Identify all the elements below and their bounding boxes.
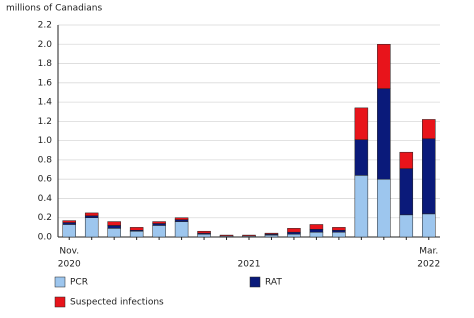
bar-segment — [129, 227, 144, 231]
bar-segment — [399, 168, 414, 216]
x-tick-label: Nov. — [59, 247, 79, 257]
bar-segment — [152, 223, 166, 226]
bar-segment — [332, 231, 346, 238]
bar-segment — [107, 221, 121, 226]
bar-segment — [219, 234, 234, 237]
legend-swatch — [249, 276, 261, 288]
bar-segment — [377, 178, 391, 238]
bar-segment — [287, 228, 301, 233]
bar-segment — [264, 234, 279, 238]
bar-segment — [174, 217, 189, 220]
y-tick-label: 2.0 — [38, 40, 53, 50]
bar-segment — [152, 221, 166, 224]
bar-segment — [84, 217, 99, 238]
bar-segment — [399, 151, 414, 169]
y-tick-label: 0.2 — [38, 213, 52, 223]
bar-segment — [264, 232, 279, 235]
bar-segment — [332, 227, 346, 231]
bar-segment — [287, 233, 301, 238]
bar-segment — [354, 175, 369, 238]
bar-segment — [107, 225, 121, 229]
bar-segment — [174, 221, 189, 238]
legend-label: PCR — [70, 278, 88, 288]
bar-segment — [84, 215, 99, 218]
y-tick-label: 1.6 — [38, 78, 53, 88]
bar-segment — [152, 225, 166, 238]
bar-segment — [197, 233, 211, 238]
bar-segment — [129, 230, 144, 238]
bar-segment — [354, 139, 369, 176]
x-year-label: 2022 — [417, 260, 440, 270]
bar-segment — [332, 230, 346, 233]
bar-segment — [174, 219, 189, 222]
bar-segment — [84, 212, 99, 217]
legend-label: RAT — [265, 278, 282, 288]
bar-segment — [354, 107, 369, 140]
y-tick-label: 2.2 — [38, 21, 52, 31]
x-tick-label: Mar. — [419, 247, 438, 257]
legend-swatch — [54, 296, 66, 308]
bar-segment — [377, 44, 391, 89]
bar-segment — [309, 224, 324, 230]
x-year-label: 2020 — [58, 260, 81, 270]
y-tick-label: 1.0 — [38, 136, 53, 146]
bar-segment — [377, 88, 391, 180]
bar-segment — [197, 230, 211, 234]
y-tick-label: 0.8 — [38, 155, 53, 165]
y-tick-label: 1.2 — [38, 117, 52, 127]
y-tick-label: 0.0 — [38, 233, 53, 243]
bar-segment — [62, 222, 76, 225]
bar-segment — [422, 213, 436, 238]
legend-label: Suspected infections — [70, 298, 164, 308]
y-tick-label: 1.8 — [38, 59, 53, 69]
bar-segment — [107, 228, 121, 238]
bar-segment — [242, 234, 256, 237]
y-tick-label: 0.6 — [38, 175, 53, 185]
bar-segment — [422, 138, 436, 215]
x-year-label: 2021 — [238, 260, 261, 270]
bar-segment — [287, 231, 301, 235]
y-axis-title: millions of Canadians — [6, 4, 103, 14]
y-tick-label: 0.4 — [38, 194, 53, 204]
bar-segment — [399, 214, 414, 238]
legend-swatch — [54, 276, 66, 288]
bar-segment — [309, 229, 324, 233]
bar-segment — [309, 231, 324, 238]
bar-segment — [422, 119, 436, 139]
bar-segment — [62, 220, 76, 223]
y-tick-label: 1.4 — [38, 98, 53, 108]
bar-segment — [62, 224, 76, 238]
